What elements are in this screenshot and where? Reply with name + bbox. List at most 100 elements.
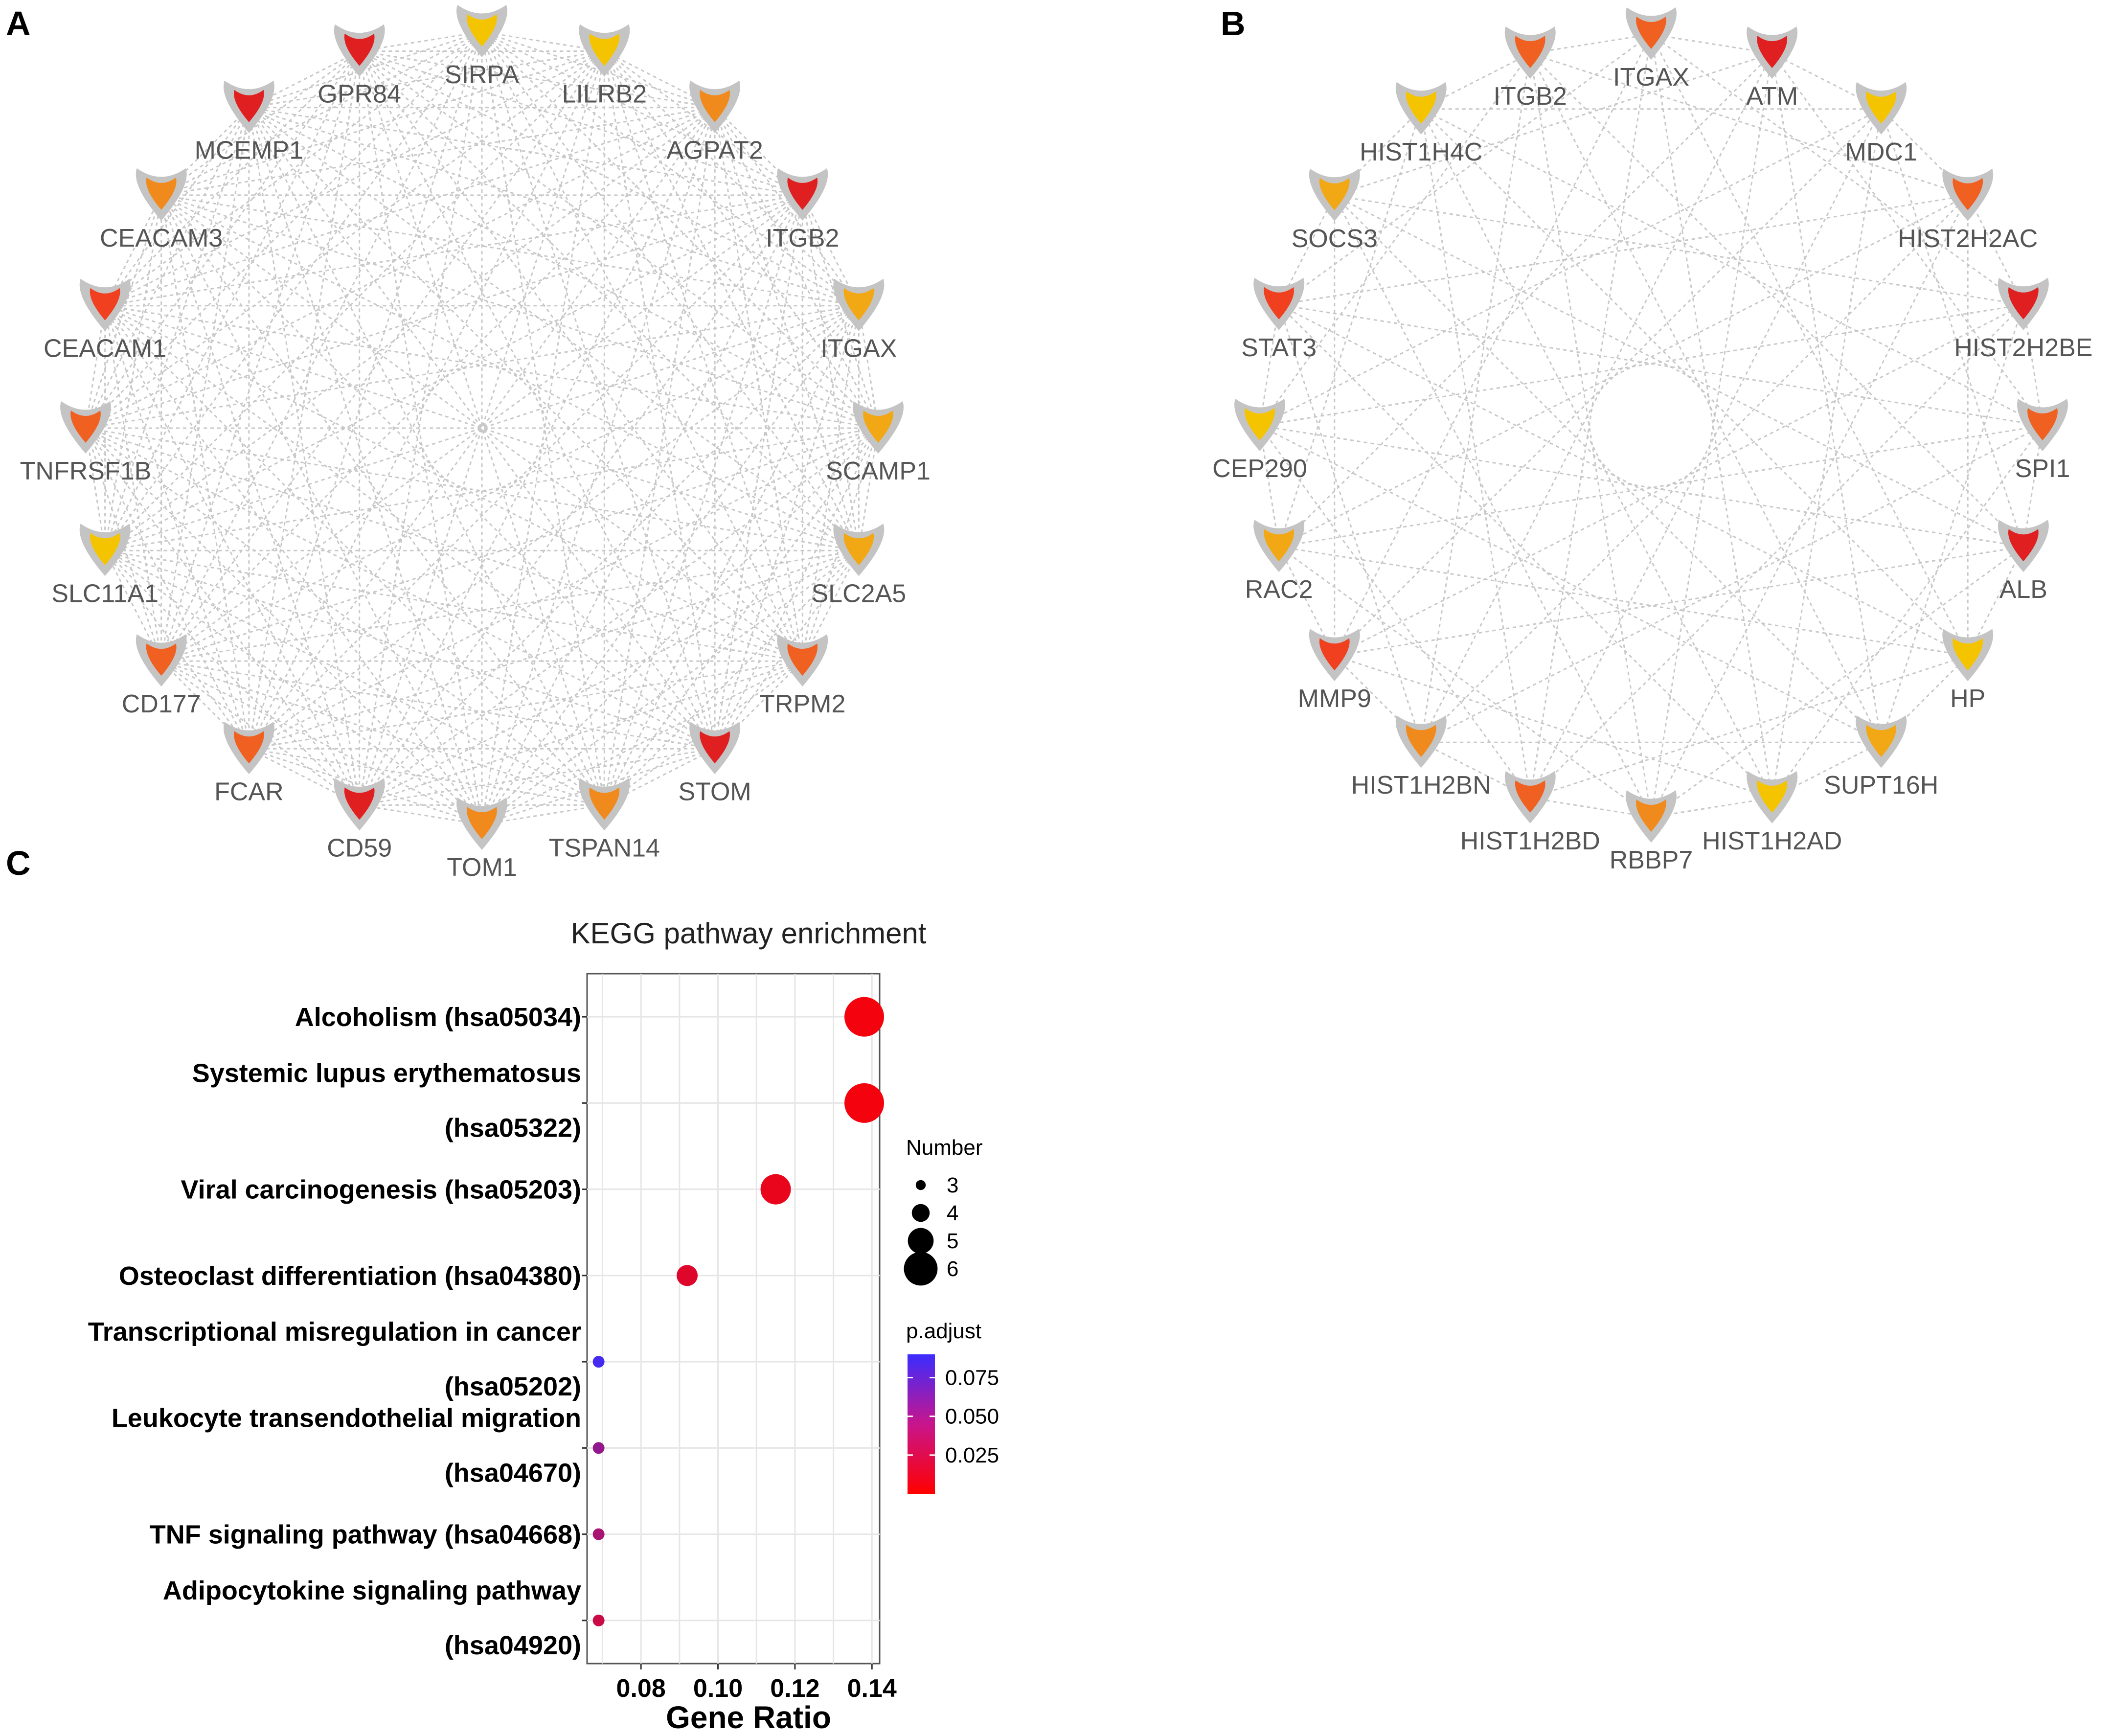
network-a-edge	[85, 427, 715, 750]
network-a-edge	[160, 107, 716, 662]
network-b-node[interactable]	[1309, 629, 1360, 682]
network-b-edge	[1334, 195, 2024, 548]
network-b-edge	[1529, 109, 1882, 799]
network-b-node[interactable]	[1856, 715, 1907, 768]
network-a-edge	[714, 107, 803, 662]
network-a-edge	[161, 194, 860, 551]
network-b-edges	[1259, 33, 2044, 818]
network-a-edge	[104, 50, 360, 306]
network-a-node[interactable]	[136, 634, 187, 687]
network-a-node[interactable]	[334, 778, 385, 831]
network-a-node[interactable]	[334, 24, 385, 77]
network-a-node[interactable]	[60, 401, 111, 454]
network-b-node-label: MDC1	[1845, 138, 1917, 166]
network-a-node[interactable]	[223, 722, 274, 775]
network-a-node[interactable]	[853, 401, 904, 454]
network-a-node[interactable]	[777, 634, 828, 687]
network-b-node[interactable]	[1626, 7, 1677, 60]
network-a-edge	[160, 195, 483, 825]
network-b-node[interactable]	[1309, 168, 1360, 221]
network-a-node-label: TSPAN14	[549, 834, 660, 862]
network-a-node[interactable]	[579, 24, 630, 77]
network-b-node[interactable]	[2017, 399, 2068, 451]
network-a-node[interactable]	[833, 524, 885, 576]
network-b-node-label: ITGAX	[1613, 63, 1689, 91]
panel-letter-a: A	[6, 4, 31, 43]
category-label: Viral carcinogenesis (hsa05203)	[181, 1175, 581, 1205]
network-b-edge	[1771, 53, 2044, 426]
network-a-edge	[104, 195, 162, 551]
network-a-node-label: SIRPA	[445, 61, 520, 89]
network-a-node-label: CD59	[327, 834, 392, 862]
network-a-edge	[481, 51, 605, 825]
network-a-edge	[85, 427, 605, 806]
network-b-node[interactable]	[1234, 399, 1285, 451]
network-a-node[interactable]	[79, 524, 131, 576]
network-a-node[interactable]	[579, 778, 630, 831]
network-b-node[interactable]	[1942, 629, 1994, 682]
network-b-node[interactable]	[1942, 168, 1994, 221]
network-b-edge	[1334, 655, 1772, 799]
network-a-edge	[714, 107, 879, 429]
network-a-node[interactable]	[689, 80, 741, 133]
network-a-node[interactable]	[777, 168, 828, 221]
network-a-edge	[248, 107, 803, 662]
network-b-node[interactable]	[1253, 277, 1305, 330]
network-a-node[interactable]	[456, 798, 507, 850]
network-b-node[interactable]	[1998, 277, 2049, 330]
network-b-node[interactable]	[1395, 82, 1447, 135]
network-a-edge	[104, 305, 162, 662]
network-a-node-label: ITGB2	[766, 224, 839, 252]
network-b-node[interactable]	[1747, 771, 1798, 823]
network-a-edge	[603, 107, 716, 805]
network-b-node[interactable]	[1504, 26, 1556, 79]
network-a-edge	[160, 195, 605, 806]
network-b-node[interactable]	[1504, 771, 1556, 823]
panel-letter-c: C	[6, 844, 31, 882]
category-label: Systemic lupus erythematosus	[192, 1058, 581, 1088]
network-a-edge	[104, 550, 482, 825]
network-a-edge	[603, 50, 860, 551]
network-a-node[interactable]	[223, 80, 274, 133]
network-a-node[interactable]	[136, 168, 187, 221]
network-b-node[interactable]	[1626, 790, 1677, 843]
legend-size-title: Number	[906, 1136, 983, 1160]
network-a-edge	[481, 804, 605, 825]
node-chevron-shape	[467, 807, 497, 839]
network-a-edge	[481, 31, 716, 749]
network-b-nodes: ITGAX ATM MDC1 HIST2H2AC HIST2H2BE SPI1 ALB HP S…	[1212, 7, 2092, 874]
network-a-node[interactable]	[833, 278, 885, 331]
network-b-edge	[1530, 52, 1968, 197]
category-labels: Alcoholism (hsa05034) Systemic lupus eryt…	[88, 1003, 587, 1660]
network-a-edge	[104, 305, 250, 749]
network-a-node[interactable]	[79, 278, 131, 331]
network-a-edge	[161, 31, 482, 196]
network-b-node[interactable]	[1998, 520, 2049, 572]
network-a-edge	[161, 107, 715, 196]
network-a-edge	[248, 107, 716, 750]
network-a-edge	[359, 748, 715, 806]
network-a-edge	[603, 305, 860, 806]
network-b-node-label: CEP290	[1212, 455, 1307, 483]
x-tick-label: 0.14	[847, 1674, 897, 1703]
network-a-edge	[481, 427, 879, 825]
node-chevron-shape	[1319, 638, 1350, 671]
network-a-node[interactable]	[456, 5, 507, 57]
network-a-edge	[104, 550, 360, 806]
network-b-node-label: HIST2H2AC	[1898, 225, 2038, 253]
network-b-node[interactable]	[1856, 82, 1907, 135]
network-b-node[interactable]	[1253, 520, 1305, 572]
network-a-node[interactable]	[689, 722, 741, 775]
network-b-edge	[1259, 53, 1531, 426]
network-b-node[interactable]	[1747, 26, 1798, 79]
network-b-edge	[1880, 304, 2024, 743]
network-a-edge	[85, 305, 859, 429]
network-a-edge	[160, 194, 716, 750]
network-a-node-label: LILRB2	[562, 80, 647, 109]
node-chevron-shape	[70, 411, 101, 443]
network-b-node[interactable]	[1395, 715, 1447, 768]
network-b-edge	[1278, 195, 1968, 548]
network-a-edge	[359, 50, 803, 196]
network-a-edge	[85, 428, 360, 806]
legend-size-label: 5	[947, 1229, 958, 1253]
